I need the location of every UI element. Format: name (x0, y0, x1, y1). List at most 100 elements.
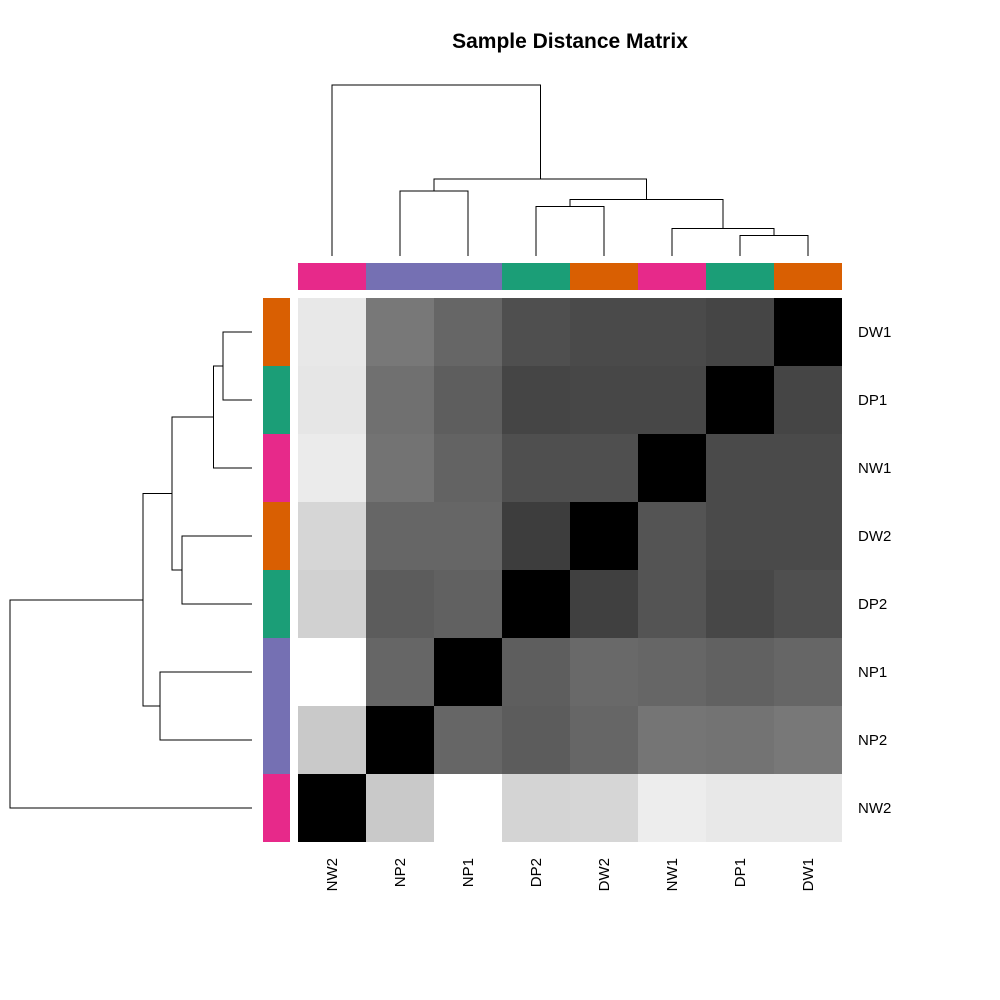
heatmap-cell-np1-nw2 (298, 638, 366, 706)
heatmap-cell-nw2-np1 (434, 774, 502, 842)
row-label-dp2: DP2 (858, 596, 887, 613)
heatmap-cell-dp1-dw2 (570, 366, 638, 434)
column-annotation-np2 (366, 263, 434, 290)
row-label-dp1: DP1 (858, 392, 887, 409)
column-dendrogram-branch-1 (740, 235, 808, 256)
column-label-np1: NP1 (460, 858, 477, 887)
heatmap-cell-nw2-dw1 (774, 774, 842, 842)
heatmap-cell-dp2-dw2 (570, 570, 638, 638)
row-dendrogram-branch-6 (143, 494, 172, 707)
row-annotation-dw2 (263, 502, 290, 570)
heatmap-cell-dp2-dp1 (706, 570, 774, 638)
row-dendrogram-branch-2 (213, 366, 252, 468)
heatmap-cell-nw2-dp2 (502, 774, 570, 842)
heatmap-cell-dw2-dw1 (774, 502, 842, 570)
heatmap-grid (298, 298, 842, 842)
heatmap-cell-dw2-dp1 (706, 502, 774, 570)
row-annotation-dp2 (263, 570, 290, 638)
column-label-dw1: DW1 (800, 858, 817, 891)
row-annotation-dp1 (263, 366, 290, 434)
heatmap-cell-dw1-dp2 (502, 298, 570, 366)
heatmap-cell-nw1-dw1 (774, 434, 842, 502)
row-annotation-bar (263, 298, 290, 842)
column-annotation-dw2 (570, 263, 638, 290)
heatmap-cell-np2-dw2 (570, 706, 638, 774)
heatmap-cell-dw2-dw2 (570, 502, 638, 570)
column-label-dp1: DP1 (732, 858, 749, 887)
heatmap-cell-dw2-nw1 (638, 502, 706, 570)
row-annotation-nw2 (263, 774, 290, 842)
column-annotation-bar (298, 263, 842, 290)
row-label-nw2: NW2 (858, 800, 891, 817)
heatmap-cell-dw1-dw1 (774, 298, 842, 366)
heatmap-cell-nw2-dw2 (570, 774, 638, 842)
column-annotation-dw1 (774, 263, 842, 290)
heatmap-cell-np1-np1 (434, 638, 502, 706)
row-label-np2: NP2 (858, 732, 887, 749)
heatmap-cell-dw1-nw1 (638, 298, 706, 366)
column-dendrogram-branch-3 (536, 206, 604, 256)
heatmap-cell-nw2-nw1 (638, 774, 706, 842)
row-annotation-dw1 (263, 298, 290, 366)
heatmap-cell-np2-dp1 (706, 706, 774, 774)
heatmap-cell-dp1-nw2 (298, 366, 366, 434)
heatmap-cell-nw1-dp1 (706, 434, 774, 502)
heatmap-cell-dp2-np1 (434, 570, 502, 638)
column-dendrogram-branch-2 (672, 229, 774, 256)
heatmap-cell-nw1-dw2 (570, 434, 638, 502)
row-label-dw1: DW1 (858, 324, 891, 341)
row-annotation-np2 (263, 706, 290, 774)
row-label-dw2: DW2 (858, 528, 891, 545)
heatmap-cell-dw1-dp1 (706, 298, 774, 366)
heatmap-cell-np2-np2 (366, 706, 434, 774)
column-label-nw2: NW2 (324, 858, 341, 891)
column-label-dp2: DP2 (528, 858, 545, 887)
row-dendrogram-branch-4 (172, 417, 213, 570)
column-annotation-nw1 (638, 263, 706, 290)
heatmap-cell-dp2-dp2 (502, 570, 570, 638)
column-dendrogram-branch-7 (332, 85, 540, 256)
column-labels: NW2 NP2 NP1 DP2 DW2 NW1 DP1 DW1 (324, 858, 817, 891)
heatmap-cell-dp1-dp2 (502, 366, 570, 434)
heatmap-cell-nw2-nw2 (298, 774, 366, 842)
row-dendrogram-branch-3 (182, 536, 252, 604)
heatmap-cell-nw1-dp2 (502, 434, 570, 502)
row-dendrogram-branch-7 (10, 600, 252, 808)
heatmap-cell-dp1-nw1 (638, 366, 706, 434)
heatmap-cell-np1-dw2 (570, 638, 638, 706)
heatmap-cell-dw2-np1 (434, 502, 502, 570)
column-annotation-nw2 (298, 263, 366, 290)
heatmap-cell-dw1-dw2 (570, 298, 638, 366)
heatmap-cell-np2-np1 (434, 706, 502, 774)
heatmap-cell-np1-np2 (366, 638, 434, 706)
column-label-dw2: DW2 (596, 858, 613, 891)
heatmap-cell-np1-dw1 (774, 638, 842, 706)
heatmap-cell-nw1-np2 (366, 434, 434, 502)
heatmap-cell-np2-nw2 (298, 706, 366, 774)
heatmap-cell-np1-dp2 (502, 638, 570, 706)
heatmap-cell-dp2-nw2 (298, 570, 366, 638)
chart-title: Sample Distance Matrix (452, 30, 688, 53)
heatmap-cell-np1-dp1 (706, 638, 774, 706)
row-dendrogram-branch-1 (223, 332, 252, 400)
column-dendrogram-branch-6 (434, 179, 647, 200)
column-label-nw1: NW1 (664, 858, 681, 891)
row-dendrogram-branch-5 (160, 672, 252, 740)
column-annotation-dp1 (706, 263, 774, 290)
heatmap-cell-dp1-dw1 (774, 366, 842, 434)
column-annotation-np1 (434, 263, 502, 290)
row-annotation-np1 (263, 638, 290, 706)
heatmap-cell-dp2-dw1 (774, 570, 842, 638)
heatmap-cell-nw2-dp1 (706, 774, 774, 842)
heatmap-cell-dw1-nw2 (298, 298, 366, 366)
heatmap-cell-dp1-np2 (366, 366, 434, 434)
column-dendrogram-branch-4 (570, 200, 723, 229)
heatmap-cell-dw1-np1 (434, 298, 502, 366)
heatmap-cell-dw1-np2 (366, 298, 434, 366)
heatmap-cell-np2-nw1 (638, 706, 706, 774)
heatmap-cell-nw1-np1 (434, 434, 502, 502)
row-label-nw1: NW1 (858, 460, 891, 477)
heatmap-cell-dw2-dp2 (502, 502, 570, 570)
row-dendrogram (10, 332, 252, 808)
column-label-np2: NP2 (392, 858, 409, 887)
